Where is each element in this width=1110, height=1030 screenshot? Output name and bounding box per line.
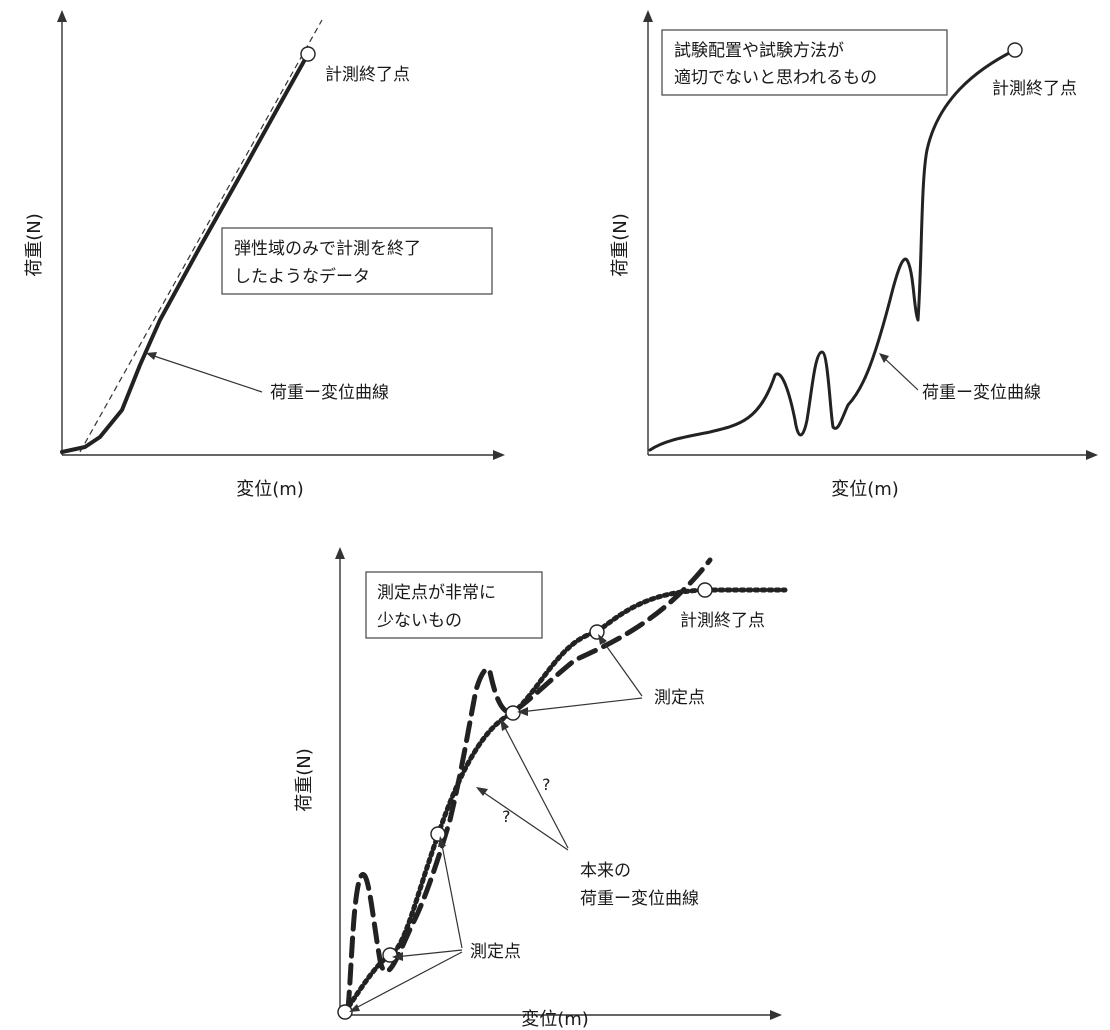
guess-curve-dashed bbox=[345, 557, 713, 1013]
annotation-line-1: 測定点が非常に bbox=[377, 583, 496, 603]
upper-points-pointer-b-head bbox=[517, 707, 528, 716]
curve-pointer bbox=[147, 353, 263, 393]
true-curve-dotted bbox=[342, 587, 788, 1015]
true-curve-label-2: 荷重ー変位曲線 bbox=[580, 889, 699, 909]
question-mark-1: ? bbox=[542, 775, 551, 794]
true-curve-pointer-b-head bbox=[476, 787, 488, 796]
annotation-line-1: 弾性域のみで計測を終了 bbox=[234, 239, 421, 259]
panel-elastic-only: 荷重(N) 変位(m) 計測終了点 弾性域のみで計測を終了 したようなデータ 荷… bbox=[24, 10, 505, 500]
annotation-box bbox=[661, 29, 948, 96]
end-point-marker bbox=[300, 46, 316, 62]
y-axis-arrow bbox=[643, 10, 653, 22]
x-axis-label: 変位(m) bbox=[831, 479, 899, 500]
lower-points-pointer-c-head bbox=[349, 1004, 360, 1012]
measure-point-2 bbox=[382, 947, 398, 963]
y-axis-arrow bbox=[335, 547, 345, 559]
y-axis-label: 荷重(N) bbox=[610, 213, 631, 277]
lower-points-label: 測定点 bbox=[470, 942, 521, 962]
measure-point-1 bbox=[337, 1004, 353, 1020]
annotation-line-2: 少ないもの bbox=[377, 611, 462, 631]
panel-few-points: 荷重(N) 変位(m) 計測終了点 測定点が非常に 少ないもの 測定点 ? ? … bbox=[294, 547, 788, 1030]
measure-point-5 bbox=[589, 624, 605, 640]
annotation-box bbox=[221, 227, 493, 295]
panel-improper-test: 荷重(N) 変位(m) 計測終了点 試験配置や試験方法が 適切でないと思われるも… bbox=[610, 10, 1098, 500]
curve-label: 荷重ー変位曲線 bbox=[270, 383, 389, 403]
lower-points-pointer-b-head bbox=[392, 952, 403, 961]
question-mark-2: ? bbox=[502, 807, 511, 826]
curve-pointer bbox=[880, 354, 919, 391]
lower-points-pointer-a bbox=[440, 839, 463, 949]
end-point-label: 計測終了点 bbox=[680, 611, 765, 631]
curve-pointer-head bbox=[879, 353, 889, 363]
true-curve-pointer-b bbox=[479, 789, 569, 851]
true-curve-label-1: 本来の bbox=[580, 861, 631, 881]
annotation-line-2: したようなデータ bbox=[234, 266, 370, 287]
load-displacement-curve bbox=[648, 48, 1017, 452]
upper-points-label: 測定点 bbox=[654, 688, 705, 708]
curve-label: 荷重ー変位曲線 bbox=[922, 383, 1041, 403]
annotation-box bbox=[365, 571, 543, 639]
lower-points-pointer-c bbox=[351, 951, 463, 1011]
x-axis-arrow bbox=[1086, 450, 1098, 460]
lower-points-pointer-b bbox=[394, 949, 463, 958]
annotation-line-1: 試験配置や試験方法が bbox=[674, 41, 844, 61]
x-axis-label: 変位(m) bbox=[521, 1009, 589, 1030]
x-axis-arrow bbox=[770, 1010, 782, 1020]
curve-pointer-head bbox=[146, 352, 157, 360]
upper-points-pointer-a-head bbox=[598, 634, 607, 645]
end-point-label: 計測終了点 bbox=[325, 65, 410, 85]
measure-point-3 bbox=[430, 826, 446, 842]
true-curve-pointer-a bbox=[501, 721, 569, 849]
measure-point-4 bbox=[505, 705, 521, 721]
y-axis-arrow bbox=[57, 10, 67, 22]
x-axis-arrow bbox=[493, 450, 505, 460]
true-curve-pointer-a-head bbox=[500, 718, 509, 731]
end-point-label: 計測終了点 bbox=[992, 79, 1077, 99]
end-point-marker bbox=[1007, 42, 1023, 58]
elastic-reference-line bbox=[79, 19, 323, 453]
y-axis-label: 荷重(N) bbox=[294, 748, 315, 812]
upper-points-pointer-a bbox=[599, 636, 643, 697]
lower-points-pointer-a-head bbox=[438, 836, 446, 847]
load-displacement-curve bbox=[60, 52, 310, 454]
y-axis-label: 荷重(N) bbox=[24, 213, 45, 277]
upper-points-pointer-b bbox=[519, 697, 643, 713]
end-point-marker bbox=[697, 582, 713, 598]
annotation-line-2: 適切でないと思われるもの bbox=[674, 68, 877, 88]
x-axis-label: 変位(m) bbox=[236, 479, 304, 500]
